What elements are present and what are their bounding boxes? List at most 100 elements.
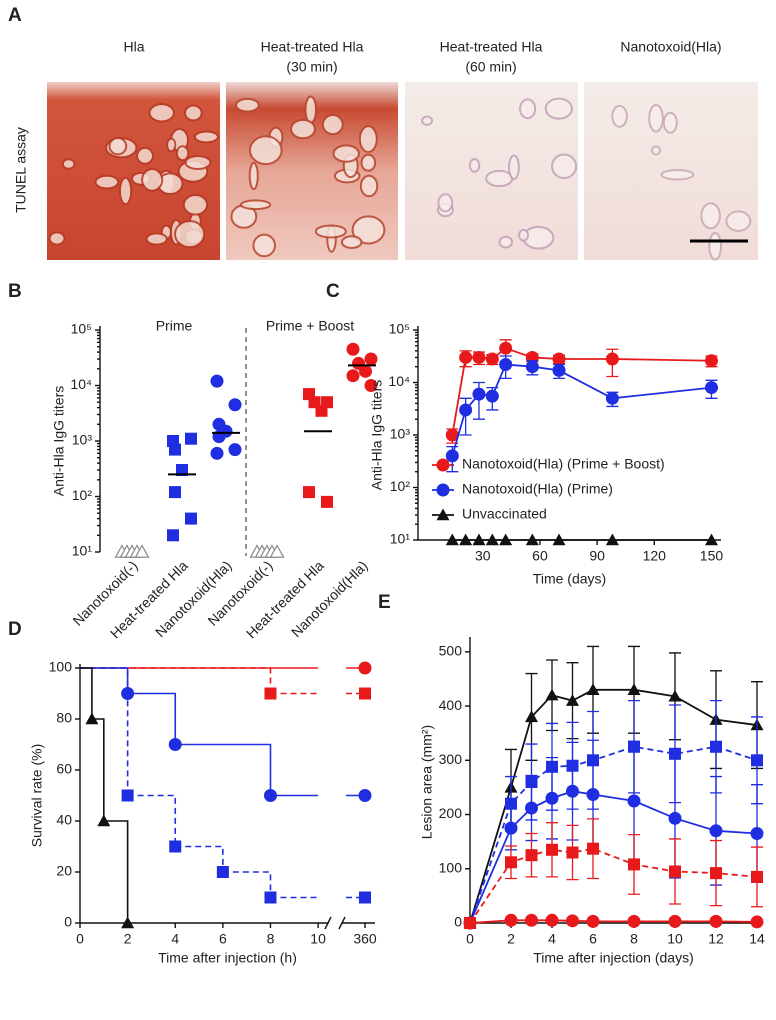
marker [566, 846, 579, 859]
marker [169, 840, 182, 853]
y-tick-label: 10⁴ [70, 376, 92, 392]
follicle [551, 153, 578, 180]
y-tick-label: 400 [439, 697, 463, 713]
marker [264, 687, 277, 700]
y-tick-label: 500 [439, 643, 463, 659]
marker [315, 404, 328, 417]
y-tick-label: 10⁵ [389, 321, 410, 337]
follicle [360, 153, 377, 172]
step-segment [80, 667, 272, 694]
marker [228, 443, 242, 457]
marker [346, 342, 360, 356]
y-tick-label: 0 [454, 914, 462, 930]
panel-label: D [8, 619, 22, 640]
follicle [498, 235, 514, 249]
x-tick-label: 8 [267, 931, 275, 947]
marker [358, 661, 372, 675]
follicle [518, 228, 530, 242]
column-title: Nanotoxoid(Hla) [620, 39, 721, 55]
x-tick-label: 2 [124, 931, 132, 947]
marker [545, 913, 559, 927]
step-segment [80, 667, 129, 694]
series-line [469, 688, 758, 924]
follicle [519, 98, 537, 120]
marker [121, 916, 135, 929]
panel-label: A [8, 5, 22, 26]
marker [472, 533, 486, 546]
step-segment [80, 667, 93, 719]
step-segment [91, 718, 105, 821]
follicle [248, 135, 283, 166]
x-tick-label: 10 [667, 931, 683, 947]
follicle [725, 210, 752, 232]
y-tick-label: 300 [439, 751, 463, 767]
marker [364, 352, 378, 366]
follicle [94, 174, 120, 190]
x-tick-label: 4 [171, 931, 179, 947]
x-tick-label: 120 [643, 548, 667, 564]
follicle [290, 118, 316, 140]
marker [710, 740, 722, 753]
follicle [611, 104, 628, 128]
marker [668, 811, 682, 825]
step-segment [127, 692, 177, 745]
y-tick-label: 10¹ [390, 531, 411, 547]
series-line [469, 745, 758, 924]
x-tick-label: 150 [700, 548, 724, 564]
marker [751, 870, 763, 883]
follicle [332, 144, 360, 163]
y-axis-label: Anti-Hla IgG titers [369, 380, 385, 490]
marker [525, 801, 538, 815]
marker [704, 533, 718, 546]
marker [168, 738, 182, 751]
follicle [650, 145, 662, 156]
x-tick-label: 0 [466, 931, 474, 947]
x-tick-label: 10 [310, 931, 326, 947]
marker [459, 350, 473, 364]
marker [605, 352, 619, 366]
panel-label: B [8, 281, 22, 302]
marker [176, 464, 188, 477]
follicle [252, 233, 277, 258]
follicle [660, 168, 695, 181]
marker [566, 694, 579, 706]
marker [566, 784, 579, 798]
x-tick-label: 90 [589, 548, 605, 564]
y-axis-label: Survival rate (%) [29, 744, 45, 847]
follicle [304, 95, 318, 124]
marker [210, 374, 224, 388]
marker [485, 389, 499, 403]
legend-label: Unvaccinated [462, 506, 547, 522]
marker [359, 364, 372, 378]
marker [586, 914, 600, 928]
y-tick-label: 20 [56, 863, 72, 879]
marker [546, 843, 558, 856]
marker [704, 381, 718, 395]
marker [364, 379, 378, 392]
tissue-texture [48, 95, 752, 261]
marker [121, 789, 134, 802]
x-axis-label: Time after injection (days) [533, 950, 694, 966]
marker [552, 352, 566, 366]
panel-label: E [378, 592, 391, 613]
y-tick-label: 10² [72, 487, 93, 503]
marker [587, 842, 599, 855]
x-tick-label: Nanotoxoid(Hla) [288, 557, 371, 640]
follicle [359, 174, 379, 198]
follicle [648, 104, 664, 133]
follicle [193, 130, 220, 144]
step-segment [175, 845, 224, 872]
follicle [184, 155, 212, 171]
marker [210, 446, 224, 460]
marker [359, 891, 371, 904]
follicle [145, 232, 168, 246]
follicle [314, 224, 347, 239]
marker [459, 403, 473, 417]
y-axis-label: Lesion area (mm²) [419, 725, 435, 839]
marker [485, 352, 499, 366]
y-tick-label: 10¹ [72, 543, 93, 559]
legend-marker [436, 508, 450, 521]
follicle [248, 161, 259, 191]
marker [750, 915, 764, 929]
